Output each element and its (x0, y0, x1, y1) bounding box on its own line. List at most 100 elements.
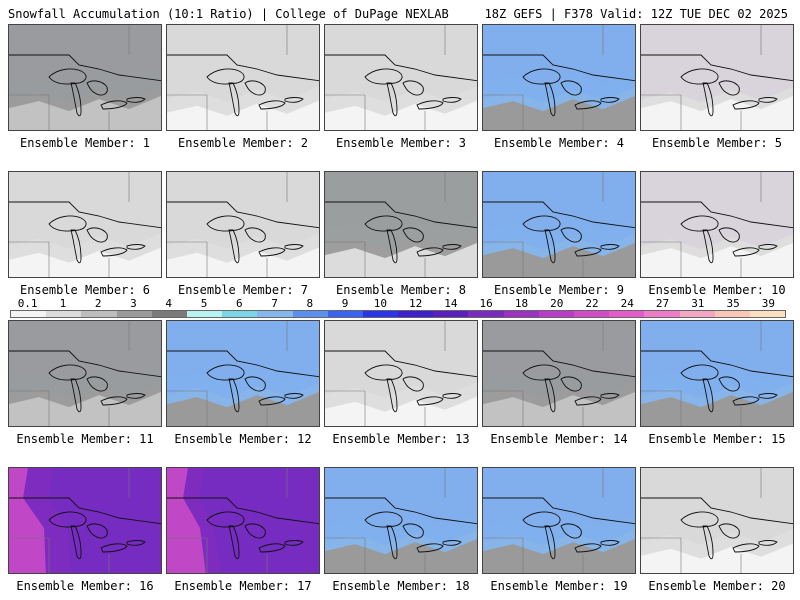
boundary-line (483, 350, 635, 378)
run-valid-time: 18Z GEFS | F378 Valid: 12Z TUE DEC 02 20… (484, 7, 788, 21)
snowfall-band (325, 321, 477, 412)
colorbar-swatch (574, 311, 610, 317)
snowfall-map (483, 172, 635, 277)
colorbar-swatch (151, 311, 187, 317)
boundary-line (325, 497, 477, 525)
lake-outline (680, 68, 719, 85)
boundary-line (9, 497, 161, 525)
lake-outline (70, 229, 82, 264)
colorbar-tick: 5 (200, 297, 208, 310)
colorbar-swatch (679, 311, 715, 317)
snowfall-map (325, 321, 477, 426)
lake-outline (544, 525, 556, 560)
lake-outline (70, 378, 82, 413)
lake-outline (416, 396, 444, 406)
snowfall-band (167, 172, 319, 263)
lake-outline (126, 97, 146, 103)
lake-outline (718, 80, 740, 96)
lake-outline (574, 543, 602, 553)
snowfall-map-panel (482, 320, 636, 427)
colorbar-swatch (186, 311, 223, 317)
snowfall-map-panel (482, 24, 636, 131)
boundary-line (167, 54, 319, 82)
lake-outline (126, 244, 146, 250)
lake-outline (284, 393, 304, 399)
lake-outline (86, 376, 108, 392)
lake-outline (126, 393, 146, 399)
colorbar-tick: 12 (409, 297, 423, 310)
colorbar-swatch (714, 311, 750, 317)
colorbar-swatch (257, 311, 293, 317)
lake-outline (732, 247, 760, 257)
lake-outline (680, 215, 719, 232)
snowfall-map (9, 468, 161, 573)
lake-outline (416, 247, 444, 257)
colorbar-swatch (609, 311, 645, 317)
lake-outline (680, 511, 719, 528)
boundary-line (483, 497, 635, 525)
snowfall-map (641, 468, 793, 573)
snowfall-band (641, 25, 793, 112)
lake-outline (284, 97, 304, 103)
lake-outline (402, 80, 424, 96)
lake-outline (600, 540, 620, 546)
colorbar-tick: 2 (94, 297, 102, 310)
lake-outline (284, 244, 304, 250)
colorbar-tick-labels: 0.1 1 2 3 4 5 6 7 8 9 10 12 14 16 18 20 22 24 27 31 35 39 (10, 297, 786, 310)
lake-outline (402, 523, 424, 539)
snowfall-map (641, 321, 793, 426)
boundary-line (641, 497, 793, 525)
snowfall-map (641, 172, 793, 277)
lake-outline (718, 227, 740, 243)
boundary-line (167, 201, 319, 229)
lake-outline (206, 215, 245, 232)
colorbar-tick: 27 (655, 297, 670, 310)
ensemble-member-label: Ensemble Member: 12 (174, 432, 312, 446)
lake-outline (70, 82, 82, 117)
boundary-line (641, 201, 793, 229)
lake-outline (702, 378, 714, 413)
snowfall-band (9, 172, 161, 263)
snowfall-map (167, 468, 319, 573)
snowfall-map-panel (482, 467, 636, 574)
colorbar-swatch (398, 311, 434, 317)
snowfall-map-panel (166, 24, 320, 131)
boundary-line (641, 350, 793, 378)
colorbar-tick: 9 (341, 297, 349, 310)
colorbar-swatch (749, 311, 786, 317)
snowfall-band (483, 468, 635, 555)
lake-outline (702, 82, 714, 117)
lake-outline (86, 80, 108, 96)
colorbar-tick: 22 (585, 297, 599, 310)
colorbar-tick: 4 (165, 297, 173, 310)
lake-outline (386, 378, 398, 413)
colorbar-swatch (538, 311, 574, 317)
snowfall-map (641, 25, 793, 130)
ensemble-member-label: Ensemble Member: 18 (332, 579, 470, 593)
lake-outline (560, 80, 582, 96)
lake-outline (732, 396, 760, 406)
lake-outline (48, 511, 87, 528)
lake-outline (758, 97, 778, 103)
snowfall-band (641, 321, 793, 408)
lake-outline (364, 68, 403, 85)
ensemble-member-label: Ensemble Member: 3 (335, 136, 467, 150)
lake-outline (48, 364, 87, 381)
lake-outline (416, 100, 444, 110)
snowfall-band (167, 321, 319, 408)
lake-outline (126, 540, 146, 546)
snowfall-map (9, 172, 161, 277)
lake-outline (386, 229, 398, 264)
lake-outline (544, 229, 556, 264)
lake-outline (244, 227, 266, 243)
snowfall-map (483, 25, 635, 130)
lake-outline (228, 229, 240, 264)
snowfall-map (9, 25, 161, 130)
colorbar-swatch (433, 311, 469, 317)
ensemble-member-label: Ensemble Member: 9 (493, 283, 625, 297)
lake-outline (206, 68, 245, 85)
snowfall-map (167, 25, 319, 130)
snowfall-map (483, 321, 635, 426)
lake-outline (522, 68, 561, 85)
boundary-line (167, 350, 319, 378)
